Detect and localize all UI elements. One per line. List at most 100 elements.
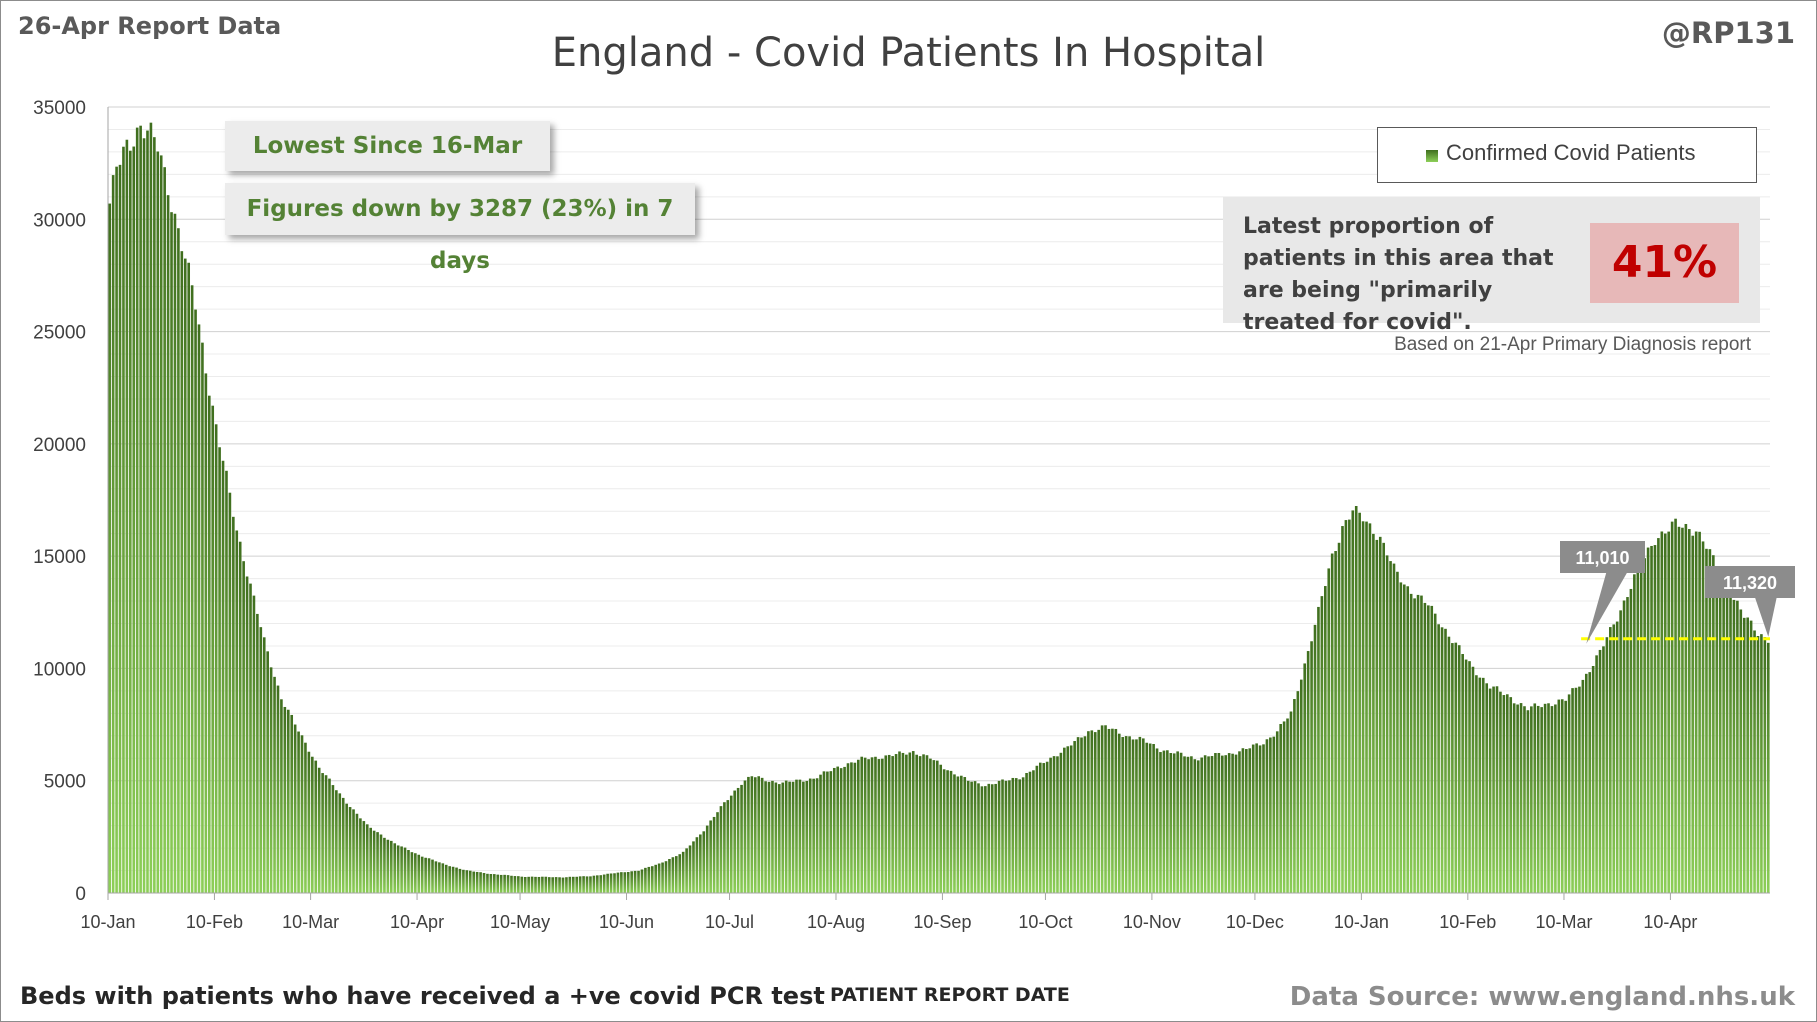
bar: [341, 797, 345, 893]
bar: [273, 676, 276, 893]
bar: [1488, 688, 1492, 893]
bar: [1135, 739, 1138, 893]
bar: [1293, 699, 1296, 893]
bar: [1200, 757, 1203, 893]
bar: [984, 786, 987, 893]
bar: [1468, 661, 1471, 893]
bar: [874, 756, 877, 893]
bar: [520, 876, 524, 893]
bar: [149, 122, 153, 894]
bar: [1646, 547, 1650, 893]
bar: [321, 773, 324, 893]
x-tick-label: 10-Jan: [1334, 912, 1389, 932]
bar: [1104, 725, 1107, 893]
bar: [1536, 705, 1540, 893]
bar: [654, 864, 658, 893]
y-tick-label: 5000: [44, 772, 86, 793]
bar: [1461, 654, 1464, 893]
bar: [630, 871, 633, 893]
bar: [1066, 746, 1070, 893]
bar: [163, 167, 166, 894]
bar: [853, 762, 857, 893]
bar: [990, 784, 994, 893]
bar: [1375, 539, 1379, 893]
x-tick-label: 10-Nov: [1123, 912, 1181, 932]
bar: [372, 830, 376, 893]
x-tick-label: 10-Dec: [1226, 912, 1284, 932]
bar: [922, 754, 925, 893]
bar: [856, 759, 860, 893]
bar: [1100, 725, 1104, 893]
bar: [393, 843, 397, 893]
bar: [1220, 755, 1224, 893]
bar: [1406, 586, 1410, 893]
bar: [753, 777, 757, 893]
bar: [918, 756, 922, 893]
bar: [1087, 731, 1090, 893]
bar: [537, 876, 541, 893]
bar: [568, 876, 572, 893]
author-handle: @RP131: [1661, 16, 1795, 50]
bar: [1052, 756, 1056, 893]
bar: [956, 776, 960, 893]
bar: [688, 845, 692, 893]
bar: [1059, 752, 1063, 893]
bar: [1269, 737, 1272, 893]
bar: [602, 874, 606, 893]
bar: [1262, 744, 1265, 893]
x-tick-label: 10-Jul: [705, 912, 754, 932]
bar: [379, 834, 383, 893]
bar: [434, 861, 438, 893]
bar: [410, 852, 414, 893]
bar: [290, 714, 294, 893]
bar: [1694, 531, 1698, 893]
bar: [894, 754, 898, 893]
bar: [1378, 536, 1382, 893]
bar: [1224, 755, 1228, 893]
bar: [225, 470, 228, 893]
bar: [1402, 584, 1406, 893]
footer-description: Beds with patients who have received a +…: [20, 982, 825, 1010]
bar: [966, 780, 970, 893]
bar: [1372, 533, 1375, 893]
bar: [661, 862, 664, 893]
bar: [1265, 739, 1269, 893]
bar: [1056, 756, 1059, 893]
x-tick-label: 10-Mar: [1535, 912, 1592, 932]
bar: [455, 867, 458, 893]
bar: [420, 856, 424, 893]
bar: [767, 781, 771, 893]
bar: [1409, 593, 1413, 893]
bar: [204, 373, 208, 893]
bar: [1172, 753, 1176, 893]
bar: [1296, 691, 1300, 893]
bar: [1739, 609, 1743, 893]
bar: [1681, 527, 1684, 893]
bar: [1485, 683, 1489, 893]
bar: [1595, 655, 1598, 893]
bar: [1619, 610, 1622, 893]
bar: [1427, 605, 1430, 893]
bar: [462, 869, 465, 893]
bar: [839, 768, 843, 893]
bar: [1519, 703, 1523, 893]
bar: [791, 781, 795, 893]
bar: [1660, 531, 1664, 893]
bar: [280, 699, 283, 893]
bar: [808, 778, 812, 893]
bar: [733, 790, 736, 893]
bar: [403, 847, 407, 893]
bar: [712, 816, 716, 893]
bar: [805, 780, 809, 893]
bar: [307, 751, 311, 893]
bar: [1591, 666, 1595, 893]
bar: [238, 541, 242, 893]
bar: [1361, 521, 1365, 893]
bar: [331, 785, 335, 893]
bar: [201, 342, 204, 893]
bar: [1207, 756, 1210, 893]
bar: [1166, 750, 1169, 893]
bar: [122, 146, 125, 893]
bar: [774, 782, 778, 893]
